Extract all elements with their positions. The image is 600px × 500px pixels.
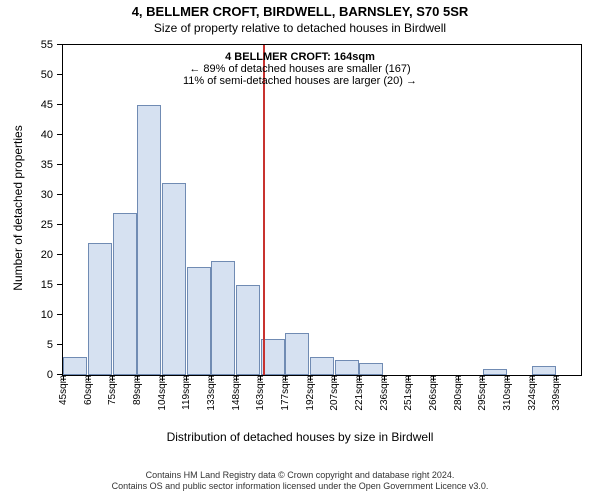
y-tick-label: 30: [41, 189, 63, 201]
histogram-bar: [310, 357, 334, 375]
y-tick-label: 20: [41, 249, 63, 261]
histogram-bar: [63, 357, 87, 375]
x-tick-label: 163sqm: [255, 375, 266, 417]
histogram-bar: [532, 366, 556, 375]
x-axis-title: Distribution of detached houses by size …: [0, 430, 600, 444]
footer-line1: Contains HM Land Registry data © Crown c…: [0, 470, 600, 481]
x-tick-label: 221sqm: [354, 375, 365, 417]
title-main: 4, BELLMER CROFT, BIRDWELL, BARNSLEY, S7…: [0, 4, 600, 19]
x-tick-label: 251sqm: [403, 375, 414, 417]
annotation-line3: 11% of semi-detached houses are larger (…: [0, 75, 600, 87]
histogram-bar: [113, 213, 137, 375]
y-tick-label: 45: [41, 99, 63, 111]
x-tick-label: 104sqm: [157, 375, 168, 417]
y-tick-label: 35: [41, 159, 63, 171]
histogram-bar: [359, 363, 383, 375]
x-tick-label: 339sqm: [551, 375, 562, 417]
x-tick-label: 280sqm: [453, 375, 464, 417]
histogram-bar: [211, 261, 235, 375]
histogram-bar: [236, 285, 260, 375]
plot-area: 051015202530354045505545sqm60sqm75sqm89s…: [62, 44, 582, 376]
footer-line2: Contains OS and public sector informatio…: [0, 481, 600, 492]
x-tick-label: 75sqm: [107, 375, 118, 411]
y-tick-label: 55: [41, 39, 63, 51]
histogram-bar: [162, 183, 186, 375]
title-sub: Size of property relative to detached ho…: [0, 21, 600, 35]
x-tick-label: 45sqm: [58, 375, 69, 411]
histogram-bar: [335, 360, 359, 375]
y-tick-label: 10: [41, 309, 63, 321]
x-tick-label: 177sqm: [280, 375, 291, 417]
annotation-box: 4 BELLMER CROFT: 164sqm← 89% of detached…: [0, 51, 600, 87]
x-tick-label: 295sqm: [477, 375, 488, 417]
x-tick-label: 60sqm: [83, 375, 94, 411]
x-tick-label: 236sqm: [379, 375, 390, 417]
x-tick-label: 119sqm: [181, 375, 192, 416]
marker-line: [263, 45, 265, 375]
y-axis-title: Number of detached properties: [11, 108, 25, 308]
x-tick-label: 89sqm: [132, 375, 143, 411]
y-tick-label: 5: [47, 339, 63, 351]
x-tick-label: 324sqm: [527, 375, 538, 417]
footer: Contains HM Land Registry data © Crown c…: [0, 470, 600, 493]
annotation-line2: ← 89% of detached houses are smaller (16…: [0, 63, 600, 75]
x-tick-label: 310sqm: [502, 375, 513, 417]
histogram-bar: [137, 105, 161, 375]
histogram-bar: [285, 333, 309, 375]
y-tick-label: 15: [41, 279, 63, 291]
chart-titles: 4, BELLMER CROFT, BIRDWELL, BARNSLEY, S7…: [0, 4, 600, 35]
y-tick-label: 25: [41, 219, 63, 231]
histogram-bar: [187, 267, 211, 375]
x-tick-label: 192sqm: [305, 375, 316, 417]
histogram-bar: [88, 243, 112, 375]
x-tick-label: 133sqm: [206, 375, 217, 417]
x-tick-label: 207sqm: [329, 375, 340, 417]
x-tick-label: 266sqm: [428, 375, 439, 417]
annotation-line1: 4 BELLMER CROFT: 164sqm: [0, 51, 600, 63]
x-tick-label: 148sqm: [231, 375, 242, 417]
y-tick-label: 40: [41, 129, 63, 141]
